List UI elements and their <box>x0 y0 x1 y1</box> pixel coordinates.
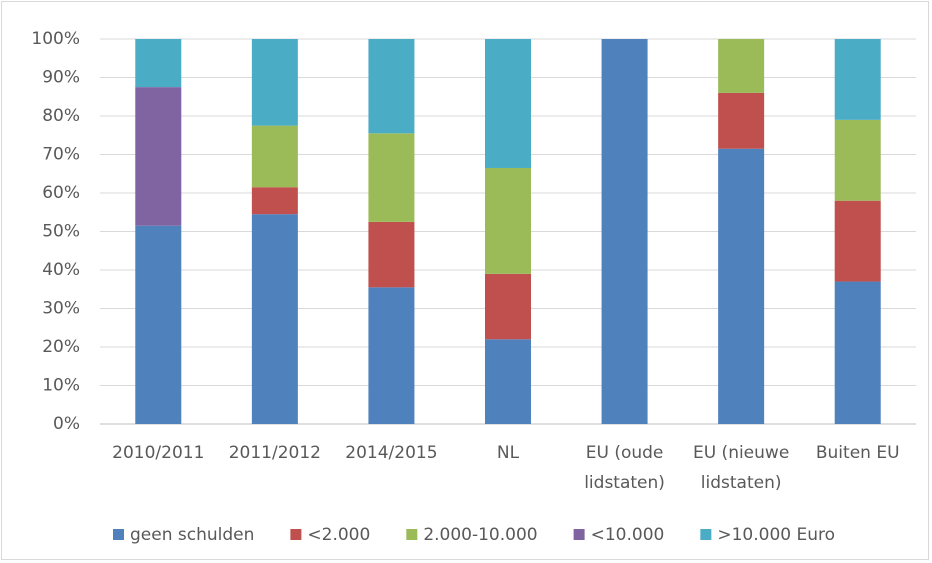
bar-segment <box>135 225 182 424</box>
bar-segment <box>251 125 298 188</box>
y-tick-label: 100% <box>31 29 80 49</box>
bar-segment <box>485 39 531 168</box>
bar-segment <box>485 339 531 424</box>
x-tick-label: 2014/2015 <box>345 443 438 463</box>
y-tick-label: 50% <box>42 222 80 242</box>
bar-segment <box>251 214 298 424</box>
y-tick-label: 0% <box>53 414 80 434</box>
bar-segment <box>368 39 415 134</box>
legend-swatch <box>406 529 418 540</box>
bar-segment <box>368 133 415 222</box>
bar-segment <box>485 167 531 274</box>
legend-label: <2.000 <box>307 525 370 545</box>
legend-swatch <box>290 529 302 540</box>
bar-segment <box>251 187 298 215</box>
y-tick-label: 90% <box>42 68 80 88</box>
legend-label: geen schulden <box>130 525 254 545</box>
bar-segment <box>368 287 415 424</box>
bar-segment <box>485 273 531 340</box>
bar-segment <box>251 39 298 126</box>
bar-segment <box>368 221 415 288</box>
y-tick-label: 10% <box>42 376 80 396</box>
legend-label: <10.000 <box>591 525 665 545</box>
legend-swatch <box>113 529 124 540</box>
x-tick-label: NL <box>496 443 520 463</box>
bar-segment <box>834 119 881 201</box>
legend-label: 2.000-10.000 <box>423 525 537 545</box>
y-tick-label: 30% <box>42 299 80 319</box>
y-tick-label: 60% <box>42 183 80 203</box>
bar-segment <box>601 39 648 424</box>
x-tick-label: Buiten EU <box>815 443 900 463</box>
legend-label: >10.000 Euro <box>717 525 835 545</box>
x-tick-label: 2010/2011 <box>112 443 205 463</box>
bar-segment <box>718 39 765 93</box>
bar-segment <box>834 39 881 120</box>
y-tick-label: 70% <box>42 145 80 165</box>
legend-swatch <box>700 529 712 540</box>
bar-segment <box>834 281 881 424</box>
y-tick-label: 80% <box>42 106 80 126</box>
x-tick-label: EU (oude lidstaten) <box>584 443 665 493</box>
bar-segment <box>135 87 182 226</box>
y-tick-label: 20% <box>42 337 80 357</box>
bar-segment <box>135 39 182 88</box>
x-tick-label: EU (nieuwe lidstaten) <box>692 443 790 493</box>
y-tick-label: 40% <box>42 260 80 280</box>
bar-segment <box>834 200 881 282</box>
x-tick-label: 2011/2012 <box>228 443 321 463</box>
legend-swatch <box>573 529 585 540</box>
bar-segment <box>718 92 765 149</box>
bar-segment <box>718 148 765 424</box>
